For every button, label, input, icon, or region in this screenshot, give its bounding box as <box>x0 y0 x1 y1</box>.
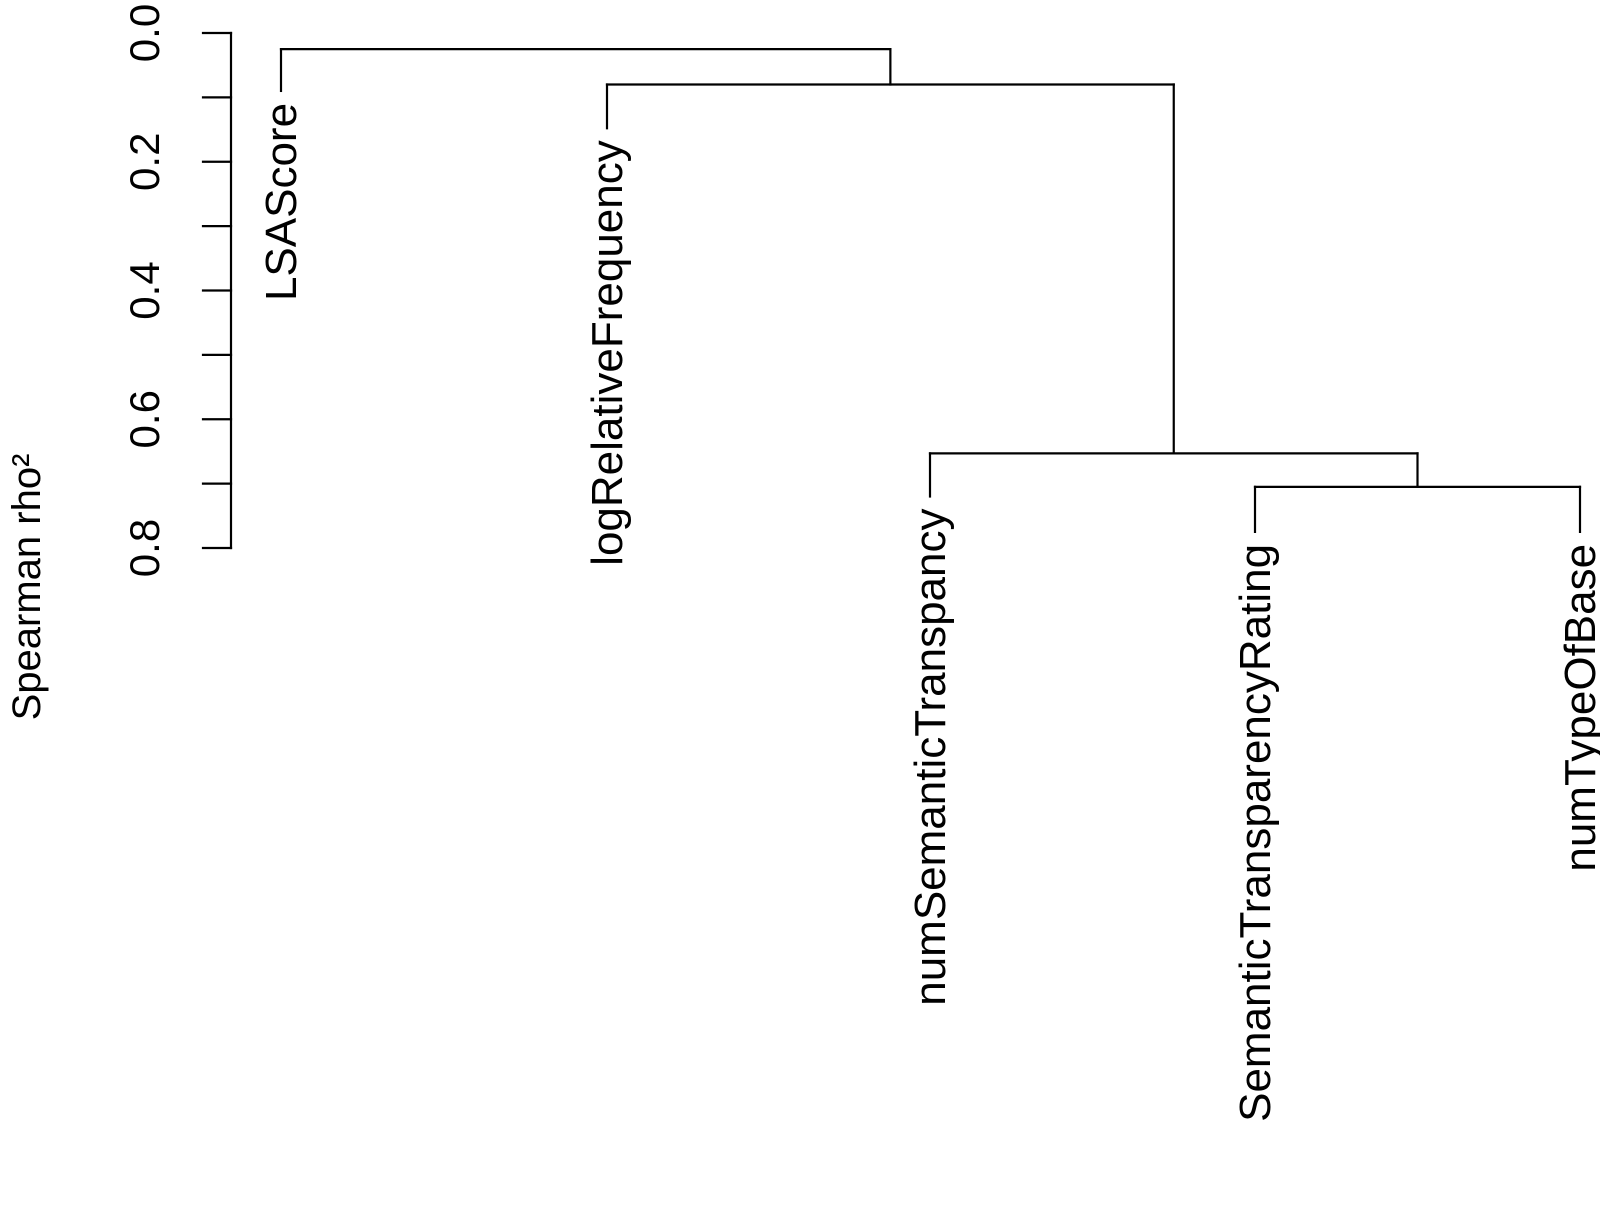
y-tick-label: 0.4 <box>121 261 168 319</box>
y-axis-label: Spearman rho² <box>5 454 49 721</box>
dendrogram-branches <box>279 47 1582 534</box>
y-tick-label: 0.0 <box>121 4 168 62</box>
leaf-labels: LSAScore logRelativeFrequency numSemanticT… <box>257 103 1600 1122</box>
leaf-label: numTypeOfBase <box>1556 544 1600 872</box>
y-axis: Spearman rho² 0.0 0.2 0.4 0.6 0.8 <box>5 4 233 721</box>
leaf-label: numSemanticTranspancy <box>906 509 955 1006</box>
leaf-label: logRelativeFrequency <box>583 140 632 566</box>
leaf-label: LSAScore <box>257 103 306 301</box>
y-tick-label: 0.8 <box>121 519 168 577</box>
leaf-label: SemanticTransparencyRating <box>1231 544 1280 1122</box>
y-tick-label: 0.2 <box>121 133 168 191</box>
y-tick-label: 0.6 <box>121 390 168 448</box>
